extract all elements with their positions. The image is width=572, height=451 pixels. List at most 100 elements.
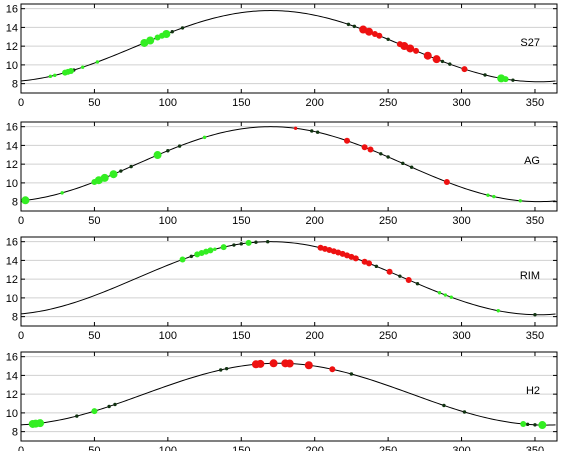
- dark-point: [346, 22, 351, 27]
- axes-frame: [20, 236, 558, 327]
- x-tick-label: 0: [18, 330, 24, 342]
- y-tick-label: 12: [6, 274, 18, 286]
- green-point: [207, 247, 214, 254]
- dark-point: [129, 164, 133, 169]
- red-point: [386, 268, 393, 275]
- y-tick-label: 10: [6, 293, 18, 305]
- green-point: [502, 76, 509, 83]
- x-tick-label: 150: [232, 215, 250, 227]
- red-point: [367, 146, 374, 153]
- dark-point: [511, 78, 515, 82]
- dark-point: [315, 130, 320, 134]
- green-point: [202, 135, 207, 140]
- red-point: [423, 51, 432, 60]
- red-point: [361, 144, 368, 151]
- panel-ag: 0 50 100 150 200 250 300 350 8 10 12 14 16 AG: [6, 121, 558, 227]
- red-point: [376, 32, 383, 39]
- dark-point: [232, 243, 236, 247]
- axes-frame: [20, 121, 558, 212]
- green-point: [518, 199, 522, 203]
- green-point: [520, 420, 527, 427]
- x-tick-label: 350: [526, 330, 544, 342]
- green-point: [179, 256, 186, 263]
- red-point: [352, 255, 359, 262]
- y-tick-label: 14: [6, 140, 18, 152]
- y-tick-label: 12: [6, 41, 18, 53]
- x-tick-label: 300: [452, 330, 470, 342]
- dark-point: [224, 366, 229, 371]
- dark-point: [415, 282, 420, 286]
- x-tick-label: 100: [159, 445, 177, 451]
- green-point: [48, 74, 53, 79]
- y-tick-label: 10: [6, 178, 18, 190]
- panel-label: AG: [524, 155, 540, 167]
- y-tick-label: 10: [6, 408, 18, 420]
- panel-h2: 0 50 100 150 200 250 300 350 8 10 12 14 16 H2: [6, 351, 558, 451]
- green-point: [496, 309, 500, 313]
- red-point: [269, 359, 278, 368]
- x-tick-label: 0: [18, 97, 24, 109]
- dark-point: [113, 402, 117, 407]
- red-point: [365, 27, 374, 36]
- dark-point: [177, 144, 182, 148]
- green-point: [36, 419, 45, 428]
- dark-point: [349, 372, 354, 376]
- y-tick-label: 16: [6, 237, 18, 249]
- dark-point: [75, 414, 79, 418]
- red-point: [405, 276, 412, 283]
- y-tick-label: 16: [6, 4, 18, 16]
- dark-point: [254, 240, 258, 244]
- y-tick-label: 14: [6, 255, 18, 267]
- x-tick-label: 100: [159, 330, 177, 342]
- dark-point: [310, 129, 314, 133]
- dark-point: [266, 240, 270, 244]
- y-tick-label: 12: [6, 389, 18, 401]
- dark-point: [448, 62, 452, 66]
- dark-point: [533, 423, 537, 427]
- x-tick-label: 300: [452, 97, 470, 109]
- seasonal-curve: [20, 241, 556, 316]
- dark-point: [379, 152, 383, 156]
- x-tick-label: 350: [526, 445, 544, 451]
- green-point: [91, 408, 98, 415]
- axes-frame: [20, 3, 558, 94]
- red-point: [304, 361, 313, 370]
- red-point: [443, 178, 450, 185]
- dark-point: [374, 264, 379, 269]
- green-point: [443, 293, 448, 297]
- dark-point: [533, 313, 537, 317]
- red-point: [461, 66, 468, 73]
- dark-point: [462, 410, 467, 414]
- dark-point: [525, 422, 530, 427]
- red-point: [285, 359, 294, 368]
- green-point: [60, 191, 64, 195]
- green-point: [538, 421, 547, 430]
- dark-point: [386, 155, 390, 159]
- red-point: [413, 47, 420, 54]
- dark-point: [409, 165, 414, 169]
- red-point: [406, 44, 415, 53]
- y-tick-label: 8: [12, 312, 18, 324]
- green-point: [146, 36, 155, 45]
- x-tick-label: 0: [18, 445, 24, 451]
- dark-point: [352, 24, 357, 29]
- green-point: [21, 196, 30, 205]
- green-point: [437, 291, 442, 295]
- x-tick-label: 50: [88, 330, 100, 342]
- y-tick-label: 8: [12, 79, 18, 91]
- red-point: [329, 366, 336, 373]
- x-tick-label: 200: [306, 215, 324, 227]
- x-tick-label: 50: [88, 215, 100, 227]
- x-tick-label: 350: [526, 215, 544, 227]
- green-point: [245, 239, 252, 246]
- dark-point: [107, 404, 111, 409]
- red-point: [366, 260, 373, 267]
- x-tick-label: 350: [526, 97, 544, 109]
- green-point: [95, 60, 100, 64]
- green-point: [109, 170, 118, 179]
- red-point: [256, 359, 265, 368]
- dark-point: [219, 368, 223, 372]
- x-tick-label: 150: [232, 445, 250, 451]
- dark-point: [166, 149, 170, 153]
